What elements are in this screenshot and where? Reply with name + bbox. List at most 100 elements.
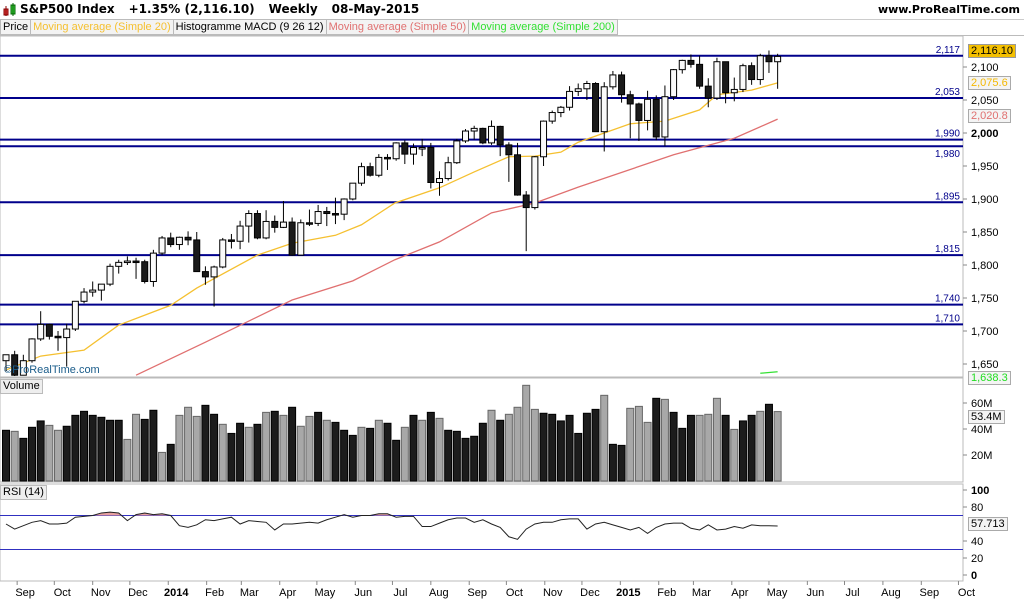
volume-bar <box>2 429 10 482</box>
volume-bar <box>530 408 539 482</box>
candle-body <box>71 300 79 330</box>
date-tick-label: Dec <box>128 587 148 599</box>
candle-body <box>748 65 756 81</box>
volume-bar <box>71 414 80 482</box>
volume-bar <box>236 422 245 482</box>
candle-body <box>453 140 461 164</box>
volume-bar <box>166 443 175 482</box>
volume-bar <box>539 412 548 482</box>
volume-bar <box>140 418 149 482</box>
candle-body <box>106 265 114 285</box>
candle-body <box>652 98 660 138</box>
volume-bar <box>392 439 401 482</box>
volume-bar <box>296 425 305 482</box>
candle-body <box>219 239 227 268</box>
volume-bar <box>513 406 522 482</box>
candle-body <box>141 261 149 283</box>
candle-body <box>54 335 62 339</box>
level-label: 2,053 <box>935 87 960 98</box>
candle-body <box>670 69 678 98</box>
date-tick-label: Sep <box>467 587 487 599</box>
volume-bar <box>591 408 600 482</box>
candle-body <box>635 103 643 121</box>
indicator-legend: Price Moving average (Simple 20) Histogram… <box>0 19 1024 36</box>
volume-bar <box>600 394 609 482</box>
candle-body <box>401 142 409 155</box>
legend-item[interactable]: Moving average (Simple 50) <box>325 19 470 35</box>
price-plot <box>0 50 963 376</box>
candle-body <box>470 127 478 132</box>
price-tick-label: 1,700 <box>971 326 999 338</box>
volume-bar <box>10 430 19 482</box>
candle-body <box>89 289 97 293</box>
candle-body <box>574 88 582 92</box>
volume-bar <box>288 406 297 482</box>
candle-body <box>11 354 19 376</box>
volume-bar <box>383 422 392 482</box>
candle-body <box>392 142 400 160</box>
candle-body <box>583 83 591 90</box>
level-label: 1,990 <box>935 129 960 140</box>
candle-body <box>80 291 88 302</box>
candle-body <box>626 94 634 105</box>
candle-body <box>540 120 548 158</box>
price-tick-label: 1,650 <box>971 359 999 371</box>
date-tick-label: Feb <box>205 587 224 599</box>
legend-item[interactable]: Histogramme MACD (9 26 12) <box>172 19 327 35</box>
volume-bar <box>409 414 418 482</box>
candle-body <box>704 85 712 99</box>
candle-body <box>522 194 530 209</box>
rsi-panel-label[interactable]: RSI (14) <box>0 485 47 500</box>
volume-bar <box>314 411 323 482</box>
volume-panel-label[interactable]: Volume <box>0 379 43 394</box>
candle-body <box>479 127 487 144</box>
price-tick-label: 2,100 <box>971 62 999 74</box>
date-tick-label: Jul <box>393 587 407 599</box>
volume-bar <box>504 413 513 482</box>
volume-bar <box>712 397 721 482</box>
candle-body <box>115 261 123 267</box>
volume-bar <box>244 426 253 482</box>
ma200-line <box>760 371 778 374</box>
candle-body <box>45 323 53 337</box>
volume-bar <box>366 427 375 482</box>
date-tick-label: Apr <box>279 587 296 599</box>
candle-body <box>236 225 244 242</box>
price-tick-label: 1,950 <box>971 161 999 173</box>
candle-body <box>175 236 183 246</box>
candle-body <box>739 65 747 90</box>
rsi-tick-label: 40 <box>971 536 983 548</box>
candle-body <box>730 88 738 94</box>
volume-bar <box>45 424 54 482</box>
rsi-tick-label: 0 <box>971 570 977 582</box>
volume-bar <box>279 414 288 482</box>
volume-bar <box>357 426 366 482</box>
volume-bar <box>487 409 496 482</box>
volume-bar <box>522 384 531 482</box>
volume-bar <box>669 411 678 482</box>
period: Weekly <box>268 2 318 16</box>
volume-bar <box>400 426 409 482</box>
ma200-badge: 1,638.3 <box>968 371 1011 385</box>
volume-bar <box>582 412 591 482</box>
volume-tick-label: 40M <box>971 424 992 436</box>
volume-bar <box>764 403 773 482</box>
volume-bar <box>227 432 236 482</box>
candle-body <box>722 61 730 94</box>
legend-item[interactable]: Moving average (Simple 200) <box>468 19 618 35</box>
volume-bar <box>461 437 470 482</box>
candle-body <box>505 144 513 156</box>
candle-body <box>462 130 470 142</box>
candle-body <box>383 156 391 160</box>
volume-bar <box>608 443 617 482</box>
volume-bar <box>704 413 713 482</box>
candle-body <box>644 98 652 121</box>
site-link[interactable]: www.ProRealTime.com <box>877 3 1020 16</box>
candle-body <box>557 106 565 114</box>
candle-body <box>323 211 331 215</box>
candle-body <box>305 222 313 225</box>
volume-bar <box>19 437 28 482</box>
date-tick-label: May <box>767 587 788 599</box>
volume-bar <box>175 414 184 482</box>
